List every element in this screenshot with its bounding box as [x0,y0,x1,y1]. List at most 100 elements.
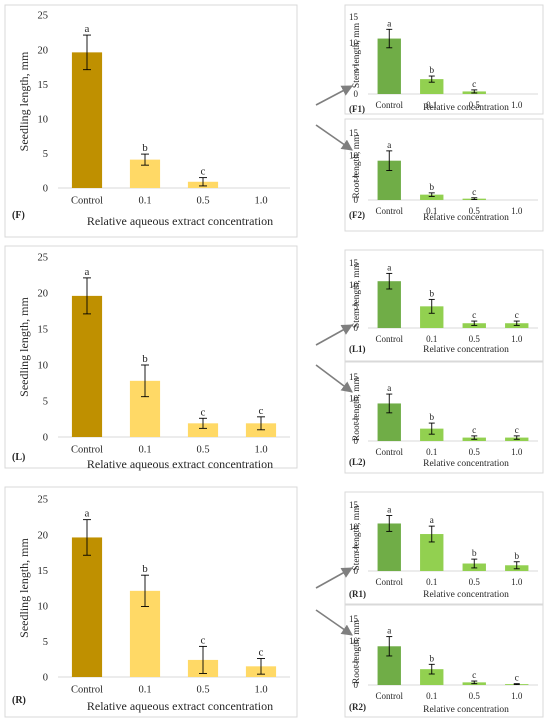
bar-control [71,295,103,437]
x-tick-label: Control [375,334,403,344]
bar-control [377,281,401,328]
panel-label: (L2) [349,457,366,467]
y-tick-label: 10 [349,280,359,290]
bar-0-1 [420,534,444,571]
y-tick-label: 0 [354,566,359,576]
panel-label: (R1) [349,589,366,599]
y-tick-label: 0 [43,433,48,444]
y-axis-label: Root length, mm [352,619,362,684]
x-tick-label: Control [71,685,103,696]
bar-0-1 [420,79,444,94]
chart-panel-r1: 0 5 10 15 a Control a 0.1 b 0.5 b 1.0 Stem length, m… [344,491,544,605]
significance-letter: a [387,141,392,151]
y-tick-label: 10 [38,361,49,372]
x-axis-label: Relative concentration [423,705,509,715]
panel-label: (F2) [349,210,365,220]
y-tick-label: 10 [349,522,359,532]
y-tick-label: 0 [43,673,48,684]
y-tick-label: 10 [349,150,359,160]
y-tick-label: 20 [38,530,49,541]
y-tick-label: 15 [349,12,359,22]
y-axis-label: Seedling length, mm [17,51,31,151]
x-tick-label: 0.5 [196,196,209,207]
significance-letter: c [472,188,476,198]
x-axis-label: Relative concentration [423,103,509,113]
significance-letter: b [142,353,148,365]
panel-frame [4,486,298,718]
x-tick-label: 0.1 [426,100,437,110]
x-tick-label: 1.0 [254,445,267,456]
x-tick-label: 1.0 [511,577,523,587]
panel-label: (R2) [349,702,366,712]
x-tick-label: 0.1 [426,206,437,216]
significance-letter: c [259,405,264,417]
significance-letter: c [515,311,519,321]
x-tick-label: 1.0 [511,334,523,344]
significance-letter: a [85,23,90,35]
y-tick-label: 15 [349,372,359,382]
x-tick-label: 1.0 [254,685,267,696]
x-tick-label: 1.0 [511,206,523,216]
significance-letter: c [472,311,476,321]
significance-letter: a [430,516,435,526]
y-axis-label: Seedling length, mm [17,297,31,397]
significance-letter: b [142,142,148,154]
y-tick-label: 0 [354,89,359,99]
y-tick-label: 5 [354,415,359,425]
bar-0-5 [187,423,219,437]
y-axis-label: Root length, mm [352,376,362,441]
panel-label: (F1) [349,104,365,114]
x-tick-label: 0.5 [469,206,481,216]
x-tick-label: 1.0 [511,691,523,701]
significance-letter: b [429,289,434,299]
y-tick-label: 15 [38,325,49,336]
y-tick-label: 5 [354,544,359,554]
bar-0-1 [420,428,444,441]
y-tick-label: 20 [38,289,49,300]
x-tick-label: Control [71,196,103,207]
y-tick-label: 15 [38,566,49,577]
x-tick-label: Control [375,691,403,701]
x-axis-label: Relative concentration [423,213,509,223]
significance-letter: c [472,671,476,681]
panel-label: (F) [12,210,25,221]
y-tick-label: 15 [38,80,49,91]
y-tick-label: 15 [349,500,359,510]
x-tick-label: Control [375,100,403,110]
link-arrow-5 [315,567,353,589]
significance-letter: a [387,627,392,637]
bar-control [71,537,103,677]
link-arrow-6 [315,609,353,636]
x-tick-label: 0.1 [426,691,437,701]
bar-0-1 [420,669,444,685]
bar-control [377,160,401,200]
bar-control [377,38,401,94]
link-arrow-2 [315,124,353,151]
x-tick-label: 0.1 [138,445,151,456]
y-tick-label: 5 [354,301,359,311]
bar-0-1 [420,194,444,200]
bar-control [377,523,401,571]
significance-letter: b [472,549,477,559]
link-arrow-3 [315,324,353,346]
x-axis-label: Relative concentration [423,459,509,469]
bar-0-1 [420,306,444,328]
x-tick-label: 0.1 [138,196,151,207]
bar-control [71,52,103,189]
panel-label: (R) [12,695,26,706]
panel-frame [344,249,544,362]
link-arrow-4 [315,364,353,393]
x-tick-label: 0.1 [426,334,437,344]
significance-letter: c [472,80,476,90]
y-tick-label: 5 [354,658,359,668]
y-tick-label: 15 [349,614,359,624]
x-tick-label: 0.5 [469,691,481,701]
y-tick-label: 10 [349,38,359,48]
significance-letter: a [387,506,392,516]
y-tick-label: 25 [38,495,49,506]
x-tick-label: 0.5 [469,100,481,110]
significance-letter: c [515,426,519,436]
y-tick-label: 15 [349,258,359,268]
x-tick-label: 0.5 [196,445,209,456]
